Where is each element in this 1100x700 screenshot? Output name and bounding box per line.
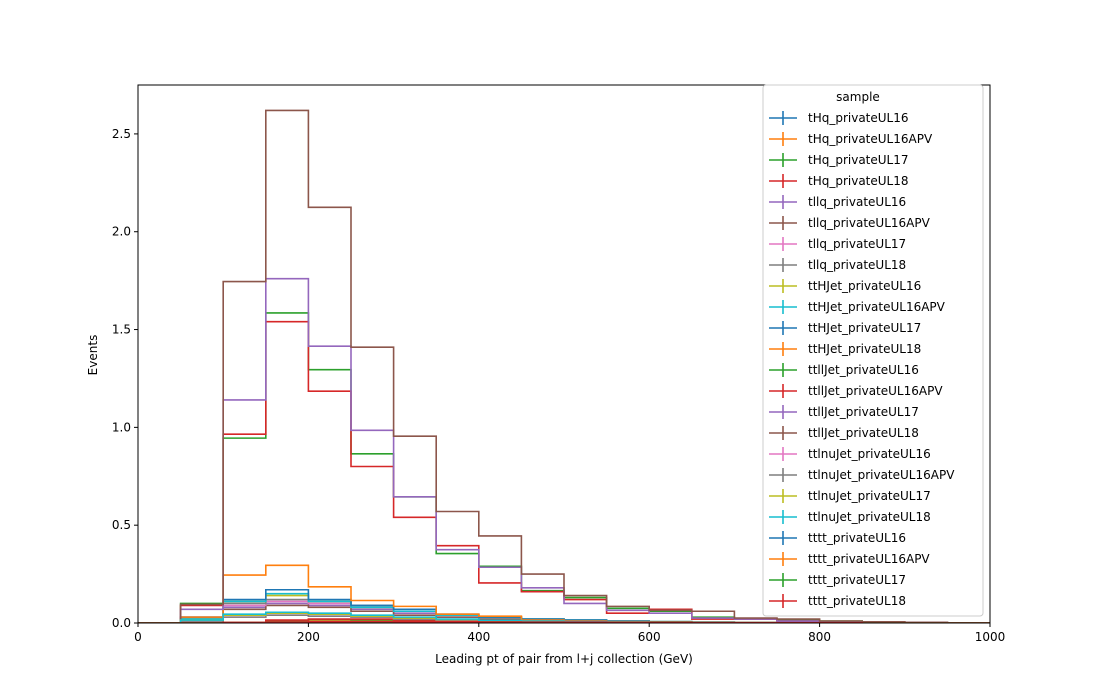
legend-label: ttlnuJet_privateUL16 xyxy=(808,447,931,461)
y-tick-label: 2.0 xyxy=(112,225,131,239)
y-tick-label: 1.0 xyxy=(112,420,131,434)
y-tick-label: 2.5 xyxy=(112,127,131,141)
legend-label: ttHJet_privateUL18 xyxy=(808,342,921,356)
legend-label: tttt_privateUL16APV xyxy=(808,552,930,566)
x-tick-label: 0 xyxy=(134,630,142,644)
legend-label: tttt_privateUL16 xyxy=(808,531,906,545)
axes-frame xyxy=(137,84,991,624)
y-tick-label: 1.5 xyxy=(112,323,131,337)
legend-label: tHq_privateUL17 xyxy=(808,153,909,167)
legend-label: ttllJet_privateUL16 xyxy=(808,363,919,377)
legend-box xyxy=(762,84,984,617)
legend-label: tllq_privateUL16 xyxy=(808,195,906,209)
legend-label: tllq_privateUL17 xyxy=(808,237,906,251)
legend-label: tHq_privateUL18 xyxy=(808,174,909,188)
legend-label: tllq_privateUL18 xyxy=(808,258,906,272)
x-tick-label: 200 xyxy=(297,630,320,644)
legend-label: ttllJet_privateUL17 xyxy=(808,405,919,419)
legend-label: tllq_privateUL16APV xyxy=(808,216,931,230)
x-axis-label: Leading pt of pair from l+j collection (… xyxy=(435,652,693,666)
x-tick-label: 800 xyxy=(808,630,831,644)
y-tick-label: 0.0 xyxy=(112,616,131,630)
legend-label: ttHJet_privateUL16 xyxy=(808,279,921,293)
legend-label: ttlnuJet_privateUL16APV xyxy=(808,468,955,482)
axes: 0 200 400 600 800 1000 0.0 0.5 1.0 1.5 2.0 2.5 xyxy=(112,84,1006,644)
legend-label: tttt_privateUL18 xyxy=(808,594,906,608)
y-axis-label: Events xyxy=(86,335,100,376)
legend-label: ttlnuJet_privateUL18 xyxy=(808,510,931,524)
legend-label: tHq_privateUL16 xyxy=(808,111,909,125)
legend-label: tttt_privateUL17 xyxy=(808,573,906,587)
legend: sample tHq_privateUL16 tHq_privateUL16APVt… xyxy=(762,84,984,617)
legend-label: ttHJet_privateUL17 xyxy=(808,321,921,335)
legend-label: ttlnuJet_privateUL17 xyxy=(808,489,931,503)
x-tick-label: 1000 xyxy=(975,630,1006,644)
y-tick-label: 0.5 xyxy=(112,518,131,532)
legend-label: ttHJet_privateUL16APV xyxy=(808,300,946,314)
legend-label: ttllJet_privateUL16APV xyxy=(808,384,943,398)
legend-label: tHq_privateUL16APV xyxy=(808,132,933,146)
legend-label: ttllJet_privateUL18 xyxy=(808,426,919,440)
series-line-ttllJet_privateUL18 xyxy=(138,109,990,623)
x-tick-label: 400 xyxy=(467,630,490,644)
x-tick-label: 600 xyxy=(638,630,661,644)
legend-title: sample xyxy=(836,90,880,104)
